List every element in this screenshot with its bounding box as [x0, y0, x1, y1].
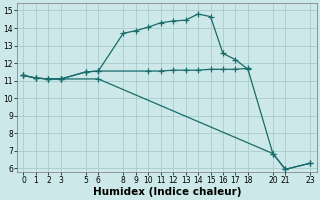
X-axis label: Humidex (Indice chaleur): Humidex (Indice chaleur)	[93, 187, 241, 197]
